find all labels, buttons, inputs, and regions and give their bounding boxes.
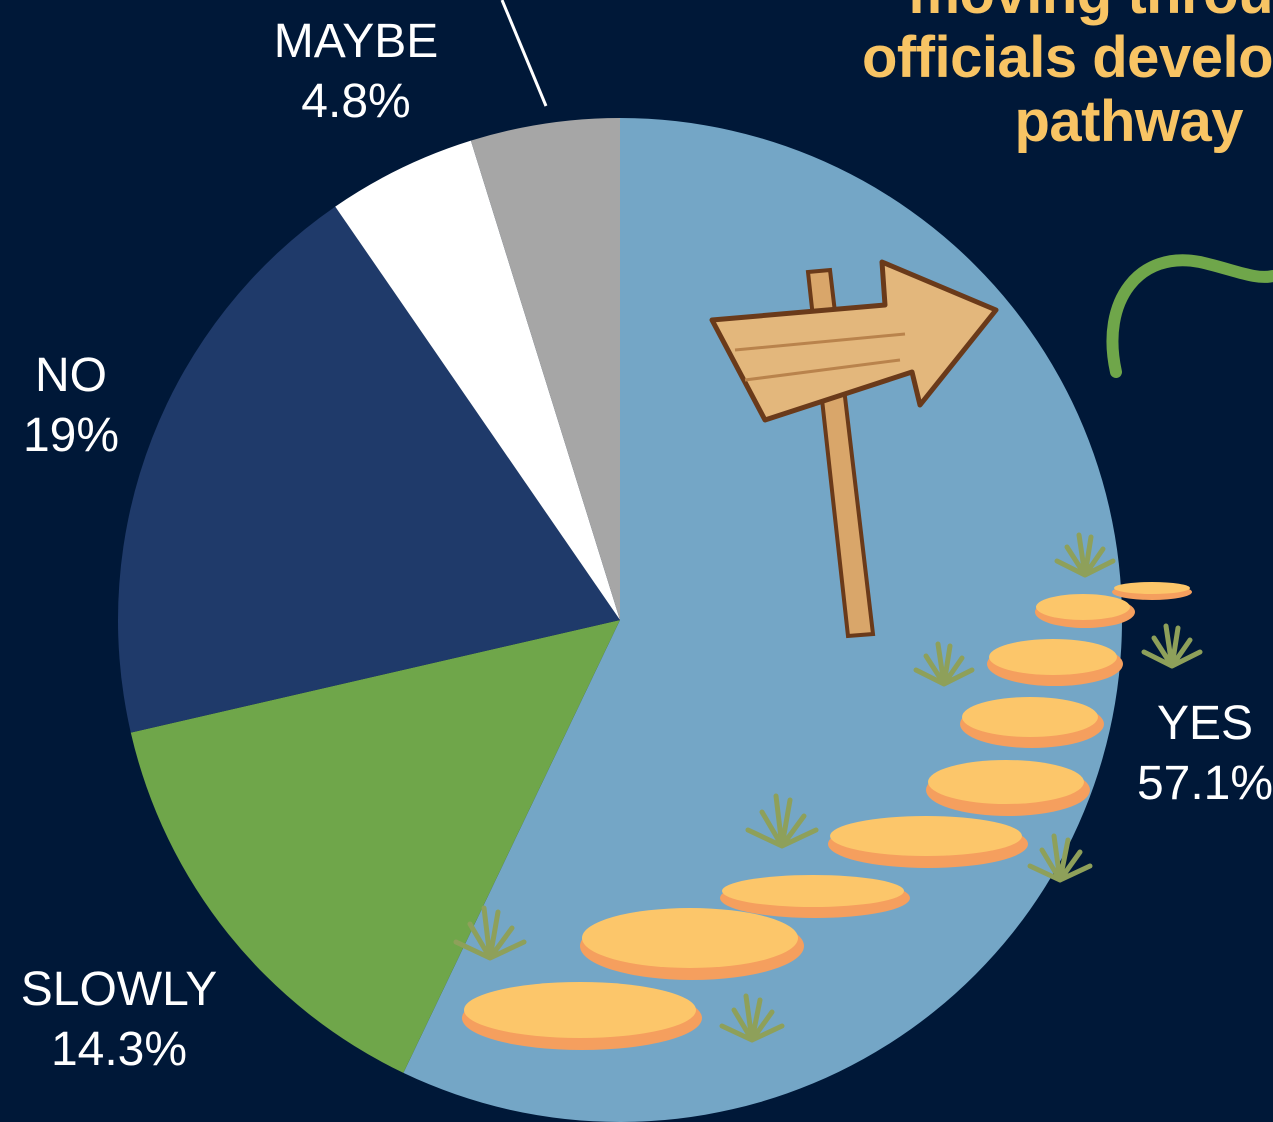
pie-slice-slowly bbox=[130, 620, 620, 1073]
slice-label-yes: YES 57.1% bbox=[1136, 697, 1273, 810]
slice-label-maybe: MAYBE 4.8% bbox=[273, 15, 439, 128]
green-vine bbox=[1106, 254, 1273, 378]
slice-label-no: NO 19% bbox=[22, 349, 120, 462]
slice-label-slowly: SLOWLY 14.3% bbox=[20, 963, 218, 1076]
pie-slice-unlabeled-3 bbox=[335, 140, 620, 620]
stepping-stones bbox=[462, 582, 1192, 1050]
pie-slice-no bbox=[118, 206, 620, 733]
signpost-icon bbox=[709, 259, 999, 639]
maybe-leader-line bbox=[500, 0, 548, 107]
pie-slice-maybe bbox=[470, 118, 620, 620]
chart-title-fragment: moving throu officials develo pathway bbox=[861, 0, 1273, 154]
grass-tufts bbox=[453, 532, 1203, 1043]
